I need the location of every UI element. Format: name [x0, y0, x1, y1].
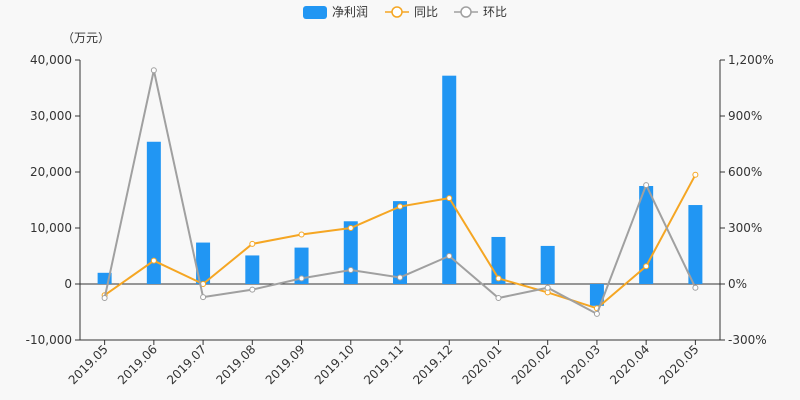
x-tick-label: 2020.05: [657, 342, 702, 387]
line-point[interactable]: [544, 284, 551, 291]
line-point[interactable]: [397, 203, 403, 210]
line-point[interactable]: [249, 240, 256, 247]
left-tick-label: 40,000: [30, 53, 72, 67]
unit-label: （万元）: [62, 31, 110, 45]
legend-bar-swatch: [303, 6, 327, 19]
legend-label: 净利润: [332, 5, 368, 19]
line-point[interactable]: [446, 253, 453, 259]
x-tick-label: 2019.11: [361, 342, 406, 387]
line-point[interactable]: [150, 67, 157, 74]
legend-marker: [391, 6, 403, 18]
x-tick-label: 2020.02: [509, 342, 554, 387]
x-tick-label: 2020.01: [460, 342, 505, 387]
legend: 净利润 同比 环比: [303, 5, 507, 19]
bar[interactable]: [245, 255, 260, 284]
bar[interactable]: [97, 272, 112, 284]
left-tick-label: -10,000: [26, 333, 72, 347]
bar[interactable]: [196, 242, 211, 284]
right-tick-label: 900%: [728, 109, 762, 123]
bar[interactable]: [393, 201, 407, 284]
x-tick-label: 2020.04: [607, 342, 652, 387]
bar[interactable]: [343, 221, 358, 284]
right-tick-label: 300%: [728, 221, 762, 235]
x-tick-label: 2019.09: [263, 342, 308, 387]
line-point[interactable]: [446, 195, 453, 202]
bar[interactable]: [589, 284, 604, 306]
bar[interactable]: [688, 205, 703, 284]
line-point[interactable]: [593, 310, 600, 317]
bar-series: [97, 75, 703, 306]
bar[interactable]: [540, 245, 555, 284]
left-tick-label: 10,000: [30, 221, 72, 235]
legend-label: 同比: [414, 5, 438, 19]
right-tick-label: 600%: [728, 165, 762, 179]
right-tick-label: 1,200%: [728, 53, 774, 67]
x-tick-label: 2019.05: [66, 342, 111, 387]
x-tick-label: 2020.03: [558, 342, 603, 387]
x-tick-label: 2019.12: [410, 342, 455, 387]
left-tick-label: 20,000: [30, 165, 72, 179]
line-point[interactable]: [495, 275, 502, 282]
bar[interactable]: [146, 141, 161, 284]
line-point[interactable]: [347, 225, 354, 231]
x-tick-label: 2019.10: [312, 342, 357, 387]
line-point[interactable]: [150, 257, 157, 264]
legend-marker: [460, 6, 472, 18]
line-point[interactable]: [101, 295, 108, 301]
line-point[interactable]: [643, 263, 650, 270]
line-point[interactable]: [298, 275, 305, 282]
x-tick-label: 2019.06: [115, 342, 160, 387]
right-tick-label: 0%: [728, 277, 747, 291]
x-tick-label: 2019.07: [164, 342, 209, 387]
right-tick-label: -300%: [728, 333, 767, 347]
line-series: [101, 67, 699, 317]
bar[interactable]: [442, 75, 457, 285]
x-tick-label: 2019.08: [213, 342, 258, 387]
line-point[interactable]: [692, 284, 699, 291]
legend-label: 环比: [483, 5, 507, 19]
line-point[interactable]: [692, 171, 699, 178]
line-point[interactable]: [495, 295, 502, 301]
bar[interactable]: [294, 247, 309, 284]
left-tick-label: 30,000: [30, 109, 72, 123]
left-tick-label: 0: [64, 277, 72, 291]
line-point[interactable]: [347, 267, 354, 273]
line-point[interactable]: [249, 286, 256, 293]
line-point[interactable]: [298, 231, 305, 238]
line-point[interactable]: [200, 294, 207, 301]
line-point[interactable]: [643, 182, 650, 189]
line-point[interactable]: [397, 274, 403, 281]
